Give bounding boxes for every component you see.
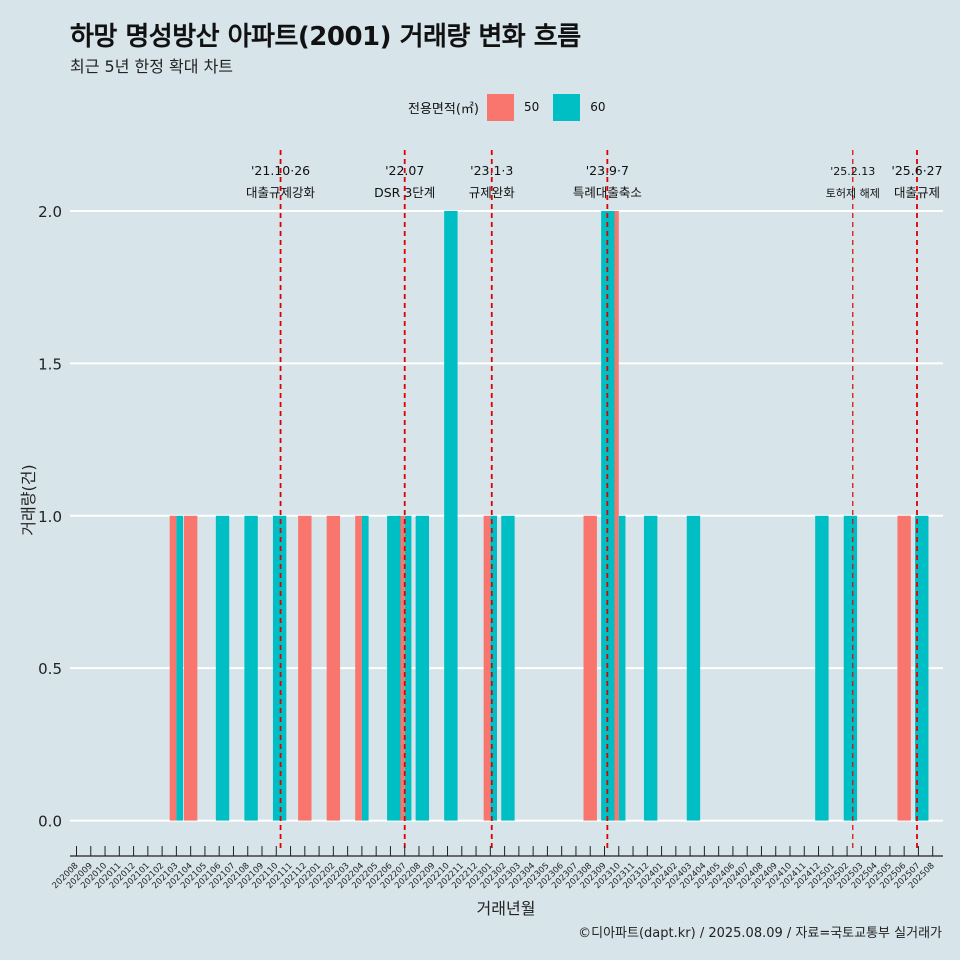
y-tick-label: 1.5	[38, 355, 62, 373]
bar-60-202208	[415, 515, 430, 821]
bar-60-202309	[601, 210, 615, 821]
legend-label-60: 60	[590, 100, 606, 114]
bar-60-202207	[404, 515, 412, 821]
y-tick-label: 2.0	[38, 203, 62, 221]
bar-60-202403	[686, 515, 701, 821]
legend: 전용면적(㎡) 50 60	[408, 93, 612, 121]
bar-50-202104	[183, 515, 198, 821]
bar-50-202310	[612, 210, 619, 821]
bar-60-202302	[501, 515, 515, 821]
legend-swatch-50	[486, 93, 514, 121]
event-name-label: 규제완화	[469, 185, 516, 200]
bar-50-202506	[897, 515, 911, 821]
legend-label-50: 50	[523, 100, 540, 114]
bar-50-202204	[355, 515, 362, 821]
event-name-label: 특례대출축소	[573, 185, 642, 200]
event-date-label: '23.1·3	[470, 163, 513, 178]
bar-50-202207	[398, 515, 405, 821]
y-axis-title: 거래량(건)	[19, 464, 38, 535]
legend-title: 전용면적(㎡)	[408, 101, 479, 117]
bar-50-202301	[483, 515, 491, 821]
bar-50-202112	[298, 515, 312, 821]
source-credit: ©디아파트(dapt.kr) / 2025.08.09 / 자료=국토교통부 실…	[578, 926, 942, 941]
bar-60-202110	[272, 515, 287, 821]
bar-60-202206	[387, 515, 401, 821]
event-name-label: 대출규제	[894, 185, 940, 200]
bar-60-202310	[618, 515, 626, 821]
bar-50-202103	[169, 515, 177, 821]
chart-subtitle: 최근 5년 한정 확대 차트	[70, 57, 234, 76]
bar-60-202106	[215, 515, 230, 821]
bar-60-202204	[361, 515, 369, 821]
legend-item-60: 60	[553, 93, 606, 121]
event-date-label: '23.9·7	[586, 163, 629, 178]
bar-60-202502	[843, 515, 858, 821]
y-tick-label: 1.0	[38, 508, 62, 526]
x-axis-title: 거래년월	[477, 899, 536, 918]
event-date-label: '22.07	[385, 163, 424, 178]
bar-60-202301	[490, 515, 498, 821]
bar-50-202202	[326, 515, 341, 821]
event-name-label: 대출규제강화	[246, 185, 316, 200]
bar-60-202103	[176, 515, 184, 821]
y-tick-label: 0.0	[38, 813, 62, 831]
bar-60-202108	[244, 515, 258, 821]
legend-swatch-60	[553, 93, 581, 121]
event-date-label: '25.6·27	[891, 163, 942, 178]
legend-item-50: 50	[486, 93, 540, 121]
bar-60-202412	[815, 515, 829, 821]
chart-title: 하망 명성방산 아파트(2001) 거래량 변화 흐름	[70, 22, 581, 52]
event-date-label: '25.2.13	[830, 165, 875, 178]
bar-60-202312	[643, 515, 658, 821]
event-name-label: 토허제 해제	[826, 186, 880, 200]
y-tick-label: 0.5	[38, 660, 62, 678]
event-name-label: DSR 3단계	[374, 185, 435, 200]
event-date-label: '21.10·26	[251, 163, 310, 178]
bar-60-202507	[915, 515, 929, 821]
bar-50-202308	[583, 515, 597, 821]
bar-60-202210	[444, 210, 458, 821]
